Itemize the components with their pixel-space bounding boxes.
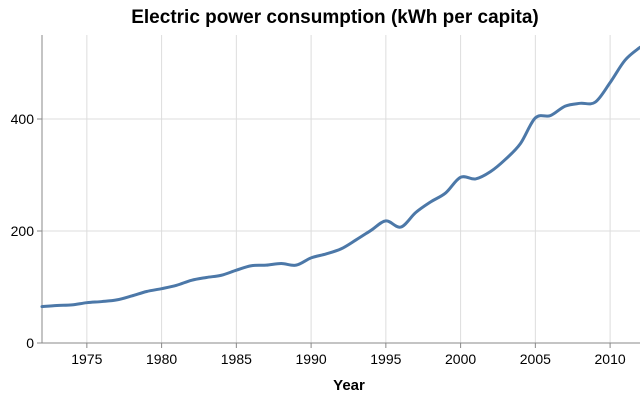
- series-layer: [40, 45, 640, 309]
- x-axis-title: Year: [333, 377, 365, 394]
- x-tick-label-1990: 1990: [296, 351, 327, 367]
- series-line-0: [40, 45, 640, 309]
- x-tick-label-1980: 1980: [146, 351, 177, 367]
- x-tick-label-1975: 1975: [71, 351, 102, 367]
- y-tick-label-400: 400: [11, 111, 35, 127]
- y-tick-label-0: 0: [26, 335, 34, 351]
- x-tick-label-2005: 2005: [520, 351, 551, 367]
- chart-title: Electric power consumption (kWh per capi…: [131, 7, 539, 28]
- y-tick-label-200: 200: [11, 223, 35, 239]
- x-tick-label-1995: 1995: [370, 351, 401, 367]
- x-tick-label-2000: 2000: [445, 351, 476, 367]
- axes: 1975 1980 1985 1990 1995 2000 2005 2010 0 200 400: [11, 35, 640, 367]
- x-tick-label-2010: 2010: [595, 351, 626, 367]
- x-tick-label-1985: 1985: [221, 351, 252, 367]
